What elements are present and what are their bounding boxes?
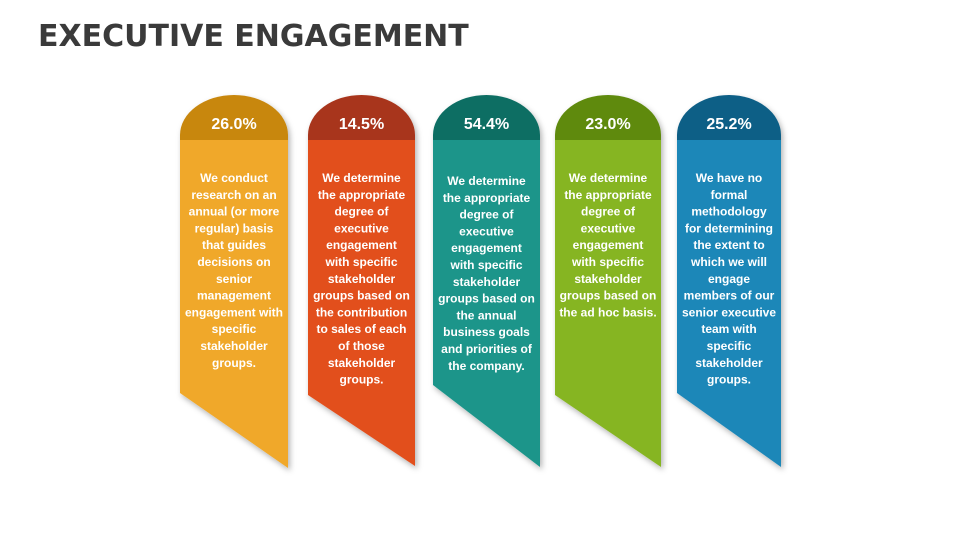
card-text-line: executive: [334, 221, 389, 235]
card-text-line: groups.: [340, 373, 384, 387]
card-text-line: engagement: [326, 238, 397, 252]
card-text-line: team with: [701, 322, 756, 336]
card-text-line: stakeholder: [695, 356, 763, 370]
card-body: [308, 140, 415, 466]
card-text-line: with specific: [571, 255, 644, 269]
card-text-line: engagement with: [185, 305, 283, 319]
card-cap: [555, 95, 661, 140]
card-text-line: of those: [338, 339, 385, 353]
card-percent: 25.2%: [706, 116, 751, 133]
card-cap: [677, 95, 781, 140]
card-text-line: stakeholder: [574, 272, 642, 286]
card-text-line: We determine: [569, 171, 648, 185]
card-text-line: stakeholder: [453, 275, 521, 289]
card-cap: [180, 95, 288, 140]
card-text-line: research on an: [191, 188, 276, 202]
card-text-line: engage: [708, 272, 750, 286]
card-text-line: specific: [707, 339, 752, 353]
card-text-line: the contribution: [316, 305, 407, 319]
card-text-line: the annual: [456, 308, 516, 322]
card-text-line: and priorities of: [441, 342, 533, 356]
card-text-line: business goals: [443, 325, 530, 339]
card-text-line: groups.: [212, 356, 256, 370]
card-text-line: groups based on: [438, 292, 535, 306]
card-text-line: members of our: [684, 289, 775, 303]
card-cap: [308, 95, 415, 140]
card-text-line: We determine: [447, 174, 526, 188]
card: [433, 95, 540, 467]
card: [180, 95, 288, 468]
card-text-line: executive: [459, 224, 514, 238]
card-text-line: specific: [212, 322, 257, 336]
card-cap: [433, 95, 540, 140]
card-body: [555, 140, 661, 467]
card-text-line: groups.: [707, 373, 751, 387]
card-text-line: stakeholder: [328, 356, 396, 370]
card-text-line: management: [197, 289, 271, 303]
card-text-line: degree of: [581, 205, 636, 219]
card-text-line: annual (or more: [189, 205, 280, 219]
card-text-line: engagement: [451, 241, 522, 255]
card: [677, 95, 781, 467]
card-text-line: We determine: [322, 171, 401, 185]
card-percent: 54.4%: [464, 116, 509, 133]
card-text-line: the company.: [448, 359, 524, 373]
card-body: [180, 140, 288, 468]
card-text-line: We have no: [696, 171, 762, 185]
card-body: [677, 140, 781, 467]
card-text-line: stakeholder: [200, 339, 268, 353]
card-text-line: decisions on: [197, 255, 270, 269]
card-text-line: the appropriate: [564, 188, 652, 202]
card-text-line: groups based on: [313, 289, 410, 303]
card-text-line: that guides: [202, 238, 266, 252]
card-text-line: the extent to: [693, 238, 764, 252]
card-percent: 26.0%: [211, 116, 256, 133]
card: [308, 95, 415, 466]
card-text-line: We conduct: [200, 171, 268, 185]
card-text-line: with specific: [324, 255, 397, 269]
card-text-line: for determining: [685, 221, 773, 235]
card-text-line: the ad hoc basis.: [559, 305, 656, 319]
card-text-line: senior executive: [682, 305, 776, 319]
card-text-line: senior: [216, 272, 252, 286]
card: [555, 95, 661, 467]
card-text-line: groups based on: [560, 289, 657, 303]
card-percent: 14.5%: [339, 116, 384, 133]
card-text-line: methodology: [691, 205, 767, 219]
card-text-line: the appropriate: [443, 191, 531, 205]
card-text-line: formal: [711, 188, 748, 202]
slide-title: EXECUTIVE ENGAGEMENT: [38, 19, 469, 54]
card-text-line: the appropriate: [318, 188, 406, 202]
card-text-line: engagement: [573, 238, 644, 252]
card-text-line: stakeholder: [328, 272, 396, 286]
card-text-line: degree of: [459, 208, 514, 222]
card-text-line: regular) basis: [195, 221, 274, 235]
card-body: [433, 140, 540, 467]
card-percent: 23.0%: [585, 116, 630, 133]
card-text-line: which we will: [690, 255, 767, 269]
card-text-line: with specific: [449, 258, 522, 272]
card-text-line: executive: [581, 221, 636, 235]
card-text-line: degree of: [334, 205, 389, 219]
card-text-line: to sales of each: [316, 322, 406, 336]
